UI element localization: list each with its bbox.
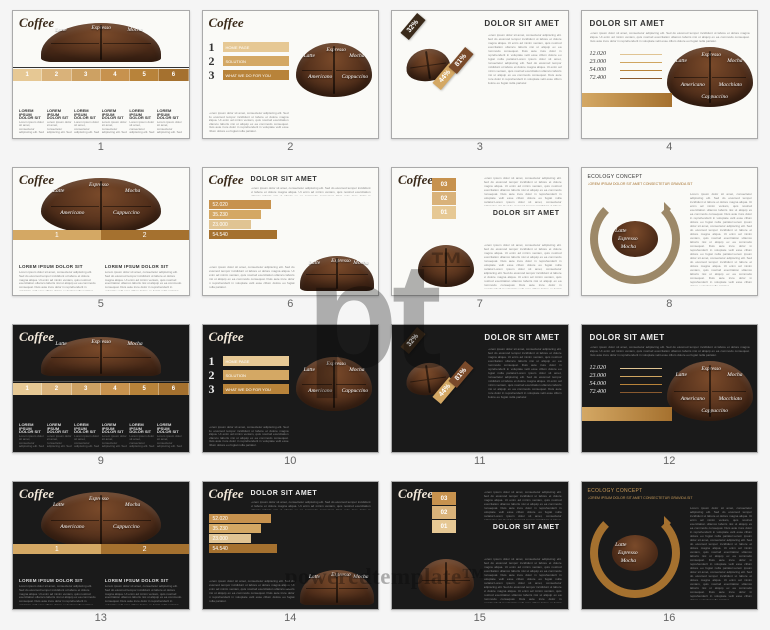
slide-number: 3 <box>391 139 569 153</box>
slide-thumbnail-14[interactable]: CoffeeDOLOR SIT AMETLorem ipsum dolor si… <box>202 481 380 610</box>
slide-thumbnail-15[interactable]: CoffeeDOLOR SIT AMET030201Lorem ipsum do… <box>391 481 569 610</box>
slide-thumbnail-7[interactable]: CoffeeDOLOR SIT AMET030201Lorem ipsum do… <box>391 167 569 296</box>
slide-number: 16 <box>581 610 759 624</box>
slide-number: 12 <box>581 453 759 467</box>
slide-thumbnail-8[interactable]: ECOLOGY CONCEPTLOREM IPSUM DOLOR SIT AME… <box>581 167 759 296</box>
slide-thumbnail-11[interactable]: DOLOR SIT AMET32%44%81%Lorem ipsum dolor… <box>391 324 569 453</box>
slide-number: 15 <box>391 610 569 624</box>
slide-thumbnail-2[interactable]: Coffee1HOME PAGE2SOLUTION3WHAT WE DO FOR… <box>202 10 380 139</box>
slide-number: 1 <box>12 139 190 153</box>
slide-number: 4 <box>581 139 759 153</box>
slide-number: 2 <box>202 139 380 153</box>
slide-thumbnail-13[interactable]: CoffeeLatteEspressoMochaAmericanoCappucc… <box>12 481 190 610</box>
slide-number: 13 <box>12 610 190 624</box>
ring-title: ECOLOGY CONCEPT <box>588 488 643 494</box>
slide-thumbnail-3[interactable]: DOLOR SIT AMET32%44%81%Lorem ipsum dolor… <box>391 10 569 139</box>
slide-thumbnail-16[interactable]: ECOLOGY CONCEPTLOREM IPSUM DOLOR SIT AME… <box>581 481 759 610</box>
slide-thumbnail-4[interactable]: DOLOR SIT AMETLorem ipsum dolor sit amet… <box>581 10 759 139</box>
slide-number: 11 <box>391 453 569 467</box>
slide-number: 5 <box>12 296 190 310</box>
slide-number: 14 <box>202 610 380 624</box>
slide-thumbnail-5[interactable]: CoffeeLatteEspressoMochaAmericanoCappucc… <box>12 167 190 296</box>
slide-thumbnail-9[interactable]: CoffeeLatteEspressoMocha123456LOREM IPSU… <box>12 324 190 453</box>
slide-number: 7 <box>391 296 569 310</box>
slide-number: 8 <box>581 296 759 310</box>
slide-thumbnail-6[interactable]: CoffeeDOLOR SIT AMETLorem ipsum dolor si… <box>202 167 380 296</box>
thumbnail-grid: CoffeeLatteEspressoMocha123456LOREM IPSU… <box>0 0 770 630</box>
slide-thumbnail-10[interactable]: Coffee1HOME PAGE2SOLUTION3WHAT WE DO FOR… <box>202 324 380 453</box>
slide-thumbnail-1[interactable]: CoffeeLatteEspressoMocha123456LOREM IPSU… <box>12 10 190 139</box>
slide-number: 9 <box>12 453 190 467</box>
ring-title: ECOLOGY CONCEPT <box>588 174 643 180</box>
slide-thumbnail-12[interactable]: DOLOR SIT AMETLorem ipsum dolor sit amet… <box>581 324 759 453</box>
slide-number: 10 <box>202 453 380 467</box>
slide-number: 6 <box>202 296 380 310</box>
